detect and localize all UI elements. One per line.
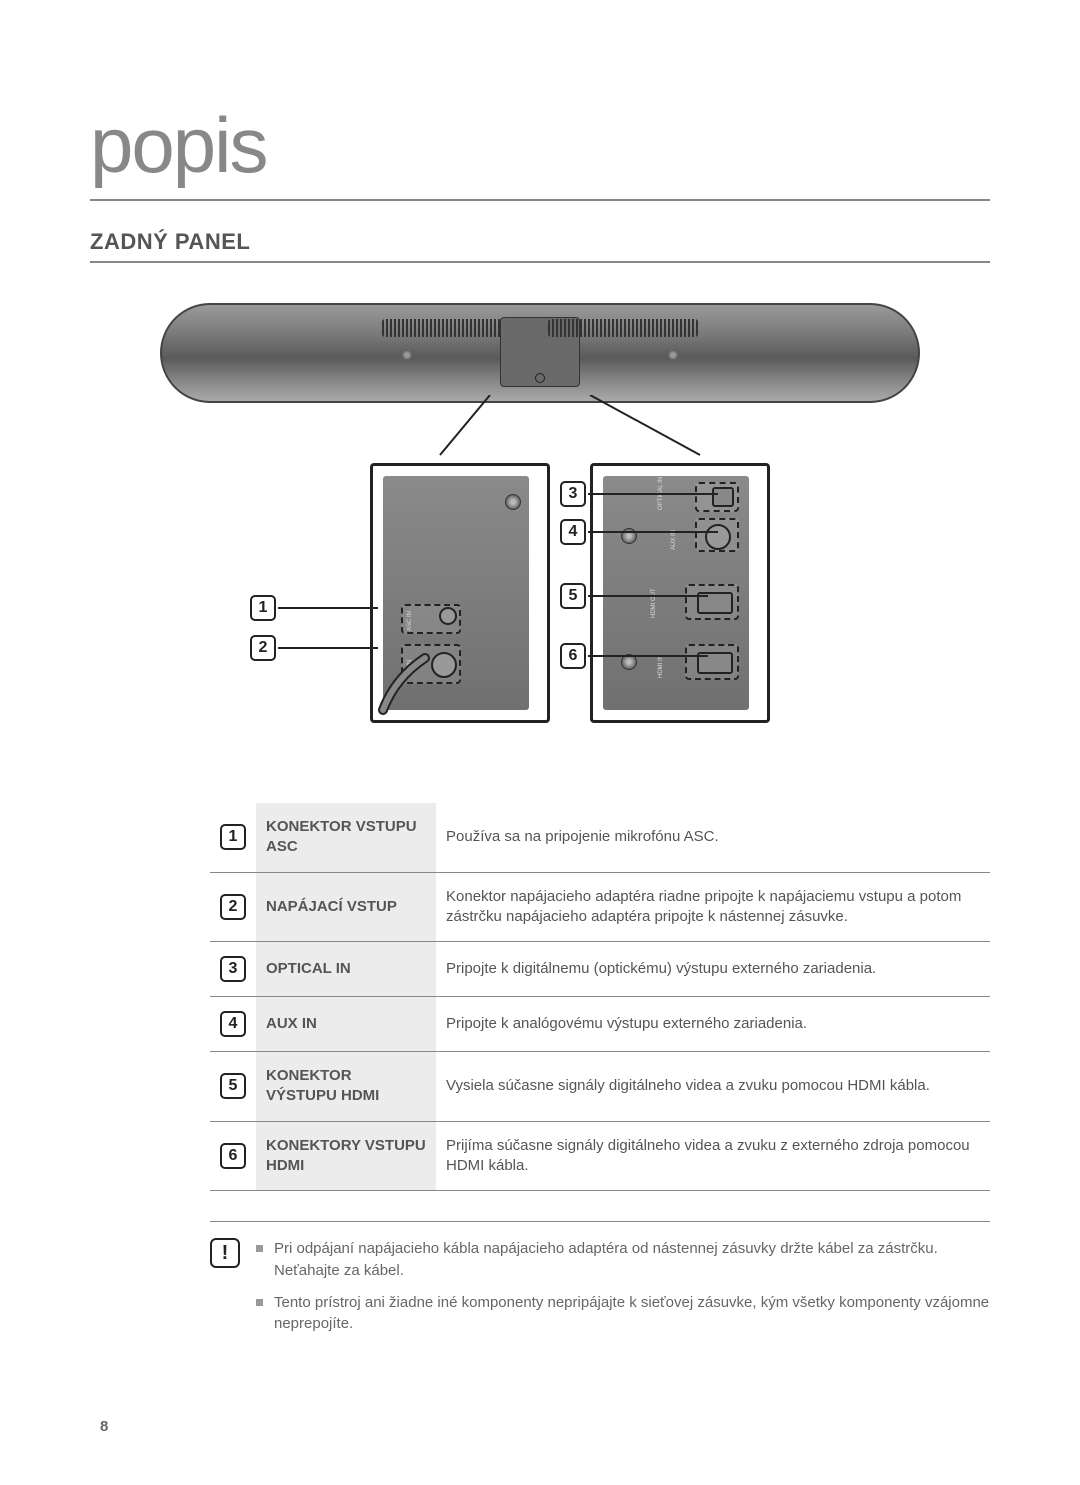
table-row: 5 KONEKTOR VÝSTUPU HDMIVysiela súčasne si… <box>210 1052 990 1122</box>
table-row: 3 OPTICAL INPripojte k digitálnemu (optic… <box>210 942 990 997</box>
port-hdmi-in <box>685 644 739 680</box>
diagram-leader-lines <box>160 403 920 463</box>
table-cell-description: Vysiela súčasne signály digitálneho vide… <box>436 1052 990 1122</box>
number-box: 6 <box>220 1143 246 1169</box>
notes-list: Pri odpájaní napájacieho kábla napájacie… <box>256 1238 990 1345</box>
table-cell-label: KONEKTOR VÝSTUPU HDMI <box>256 1052 436 1122</box>
note-item: Tento prístroj ani žiadne iné komponenty… <box>256 1292 990 1336</box>
soundbar-screw-left <box>402 350 412 360</box>
callout-line <box>278 647 378 649</box>
label-asc-in: ASC IN <box>407 611 413 631</box>
table-cell-label: NAPÁJACÍ VSTUP <box>256 872 436 942</box>
section-title: ZADNÝ PANEL <box>90 229 990 263</box>
port-aux-in <box>695 518 739 552</box>
callout-line <box>588 493 718 495</box>
number-box: 1 <box>220 824 246 850</box>
table-row: 1 KONEKTOR VSTUPU ASCPoužíva sa na pripoj… <box>210 803 990 872</box>
table-cell-label: KONEKTOR VSTUPU ASC <box>256 803 436 872</box>
table-cell-description: Pripojte k analógovému výstupu externého… <box>436 997 990 1052</box>
table-cell-number: 5 <box>210 1052 256 1122</box>
number-box: 3 <box>220 956 246 982</box>
table-row: 4 AUX INPripojte k analógovému výstupu ex… <box>210 997 990 1052</box>
table-cell-number: 1 <box>210 803 256 872</box>
table-cell-label: OPTICAL IN <box>256 942 436 997</box>
label-hdmi-out: HDMI OUT <box>651 588 657 618</box>
callout-line <box>588 595 708 597</box>
callout-line <box>588 655 708 657</box>
number-box: 2 <box>220 894 246 920</box>
table-cell-description: Prijíma súčasne signály digitálneho vide… <box>436 1121 990 1191</box>
panel-screw-icon <box>505 494 521 510</box>
connector-table: 1 KONEKTOR VSTUPU ASCPoužíva sa na pripoj… <box>210 803 990 1191</box>
table-cell-label: KONEKTORY VSTUPU HDMI <box>256 1121 436 1191</box>
label-hdmi-in: HDMI IN <box>658 655 664 678</box>
table-cell-description: Používa sa na pripojenie mikrofónu ASC. <box>436 803 990 872</box>
soundbar-screw-right <box>668 350 678 360</box>
detail-panel-left: ASC IN DC IN <box>370 463 550 723</box>
number-box: 4 <box>220 1011 246 1037</box>
callout-line <box>278 607 378 609</box>
table-cell-description: Konektor napájacieho adaptéra riadne pri… <box>436 872 990 942</box>
panel-left-body: ASC IN DC IN <box>383 476 529 710</box>
callout-4: 4 <box>560 519 586 545</box>
table-cell-description: Pripojte k digitálnemu (optickému) výstu… <box>436 942 990 997</box>
detail-panels: ASC IN DC IN OPTICAL IN <box>160 463 920 743</box>
page-title: popis <box>90 100 990 201</box>
table-cell-number: 4 <box>210 997 256 1052</box>
warning-icon: ! <box>210 1238 240 1268</box>
callout-line <box>588 531 718 533</box>
number-box: 5 <box>220 1073 246 1099</box>
callout-6: 6 <box>560 643 586 669</box>
table-cell-number: 3 <box>210 942 256 997</box>
rear-panel-diagram: ASC IN DC IN OPTICAL IN <box>160 303 920 743</box>
callout-1: 1 <box>250 595 276 621</box>
detail-panel-right: OPTICAL IN AUX IN HDMI OUT HDMI IN <box>590 463 770 723</box>
table-cell-number: 2 <box>210 872 256 942</box>
port-hdmi-out <box>685 584 739 620</box>
page-number: 8 <box>100 1418 108 1435</box>
table-cell-number: 6 <box>210 1121 256 1191</box>
callout-2: 2 <box>250 635 276 661</box>
callout-5: 5 <box>560 583 586 609</box>
table-row: 6 KONEKTORY VSTUPU HDMIPrijíma súčasne si… <box>210 1121 990 1191</box>
note-item: Pri odpájaní napájacieho kábla napájacie… <box>256 1238 990 1282</box>
port-optical-in <box>695 482 739 512</box>
soundbar-center-module <box>500 317 580 387</box>
callout-3: 3 <box>560 481 586 507</box>
panel-right-body: OPTICAL IN AUX IN HDMI OUT HDMI IN <box>603 476 749 710</box>
table-cell-label: AUX IN <box>256 997 436 1052</box>
notes-block: ! Pri odpájaní napájacieho kábla napájac… <box>210 1221 990 1345</box>
soundbar-illustration <box>160 303 920 403</box>
table-row: 2 NAPÁJACÍ VSTUPKonektor napájacieho adap… <box>210 872 990 942</box>
